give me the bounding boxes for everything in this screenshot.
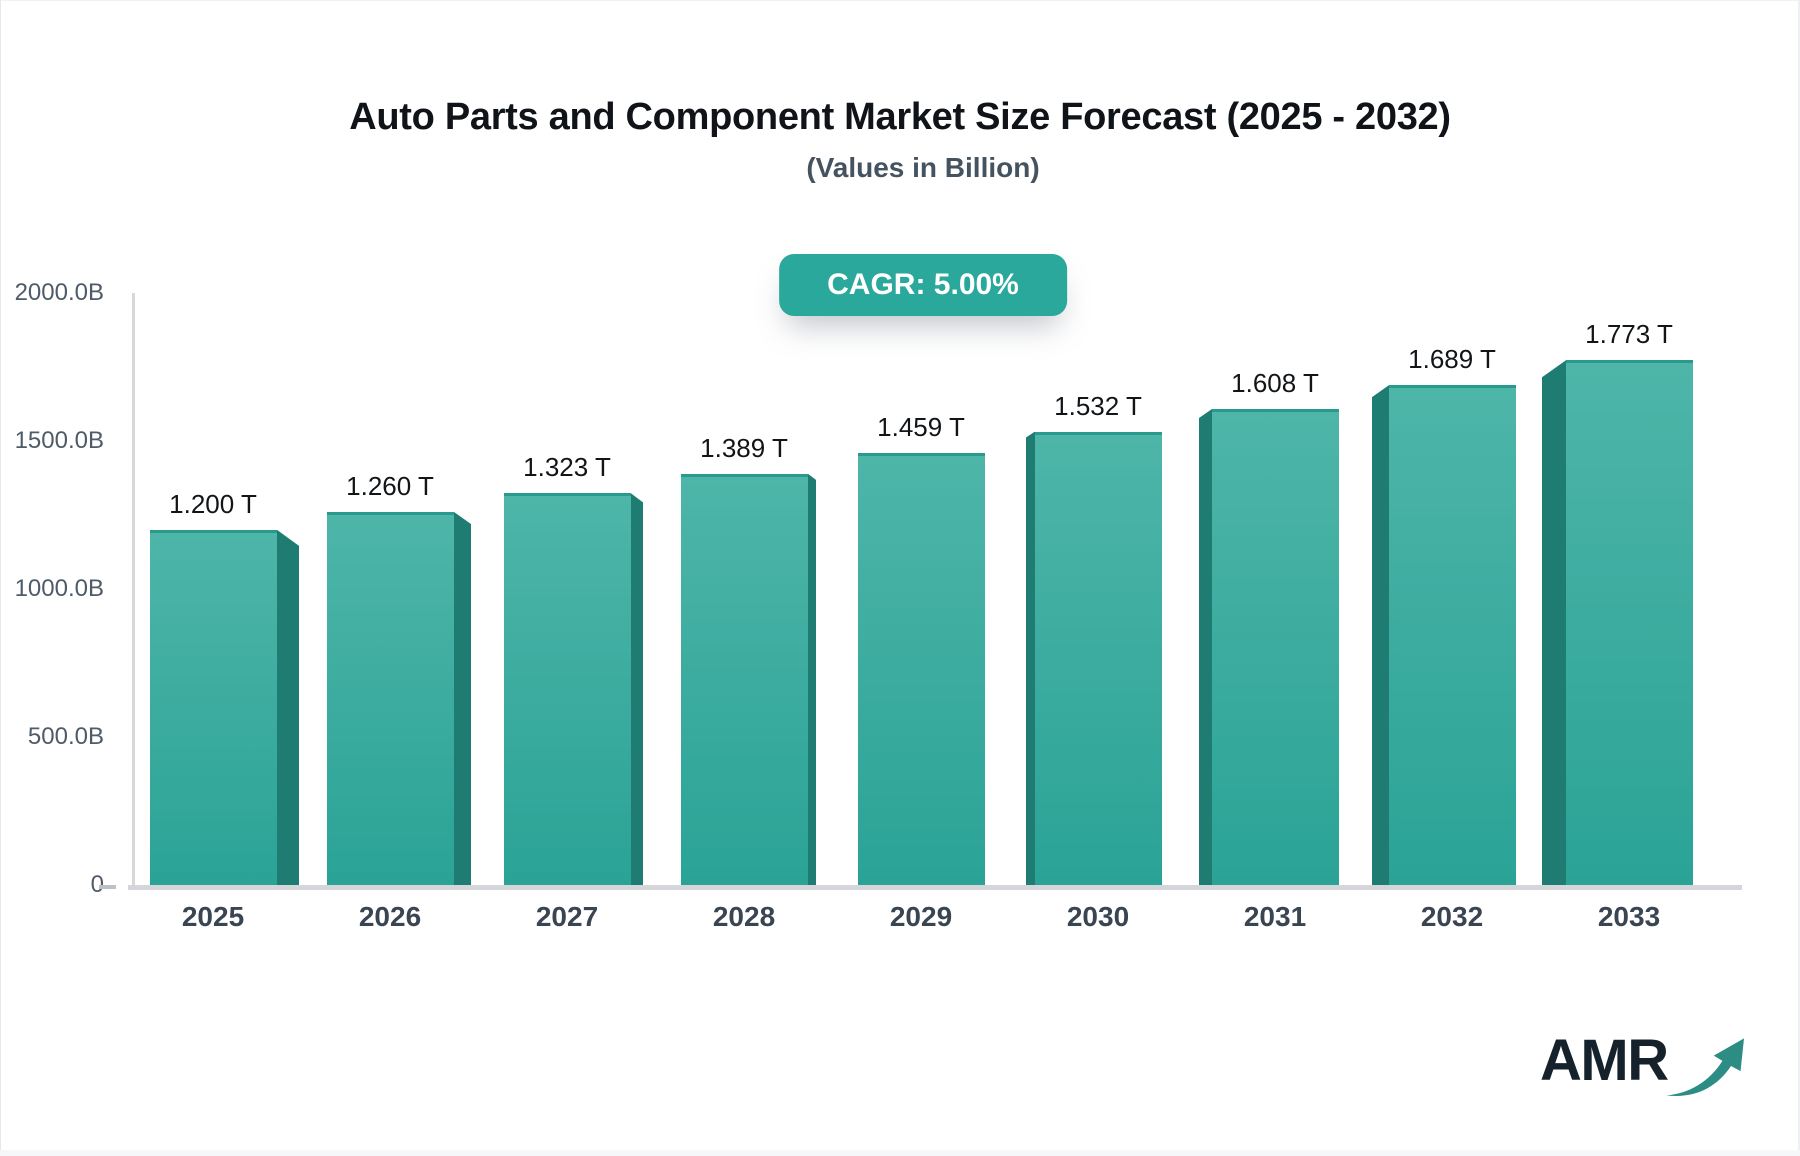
- bar-side-face: [1026, 431, 1035, 885]
- bar-slot: 1.532 T 2030: [1026, 293, 1212, 932]
- bar-value-label: 1.260 T: [346, 471, 434, 502]
- bar-value-label: 1.389 T: [700, 432, 788, 463]
- card-edge-bottom: [0, 1150, 1800, 1156]
- bar-value-label: 1.532 T: [1054, 390, 1142, 421]
- x-axis-label: 2025: [181, 901, 245, 932]
- bar-slot: 1.323 T 2027: [504, 293, 681, 932]
- bar-slot: 1.389 T 2028: [681, 293, 858, 932]
- bar-value-label: 1.773 T: [1585, 319, 1673, 350]
- y-axis-label: 0: [90, 871, 104, 898]
- x-axis-label: 2030: [1066, 901, 1130, 932]
- bar-slot: 1.689 T 2032: [1372, 293, 1566, 932]
- bar-side-face: [808, 473, 816, 885]
- bar-side-face: [1199, 409, 1212, 885]
- y-axis-line: [132, 293, 135, 885]
- bar: [1566, 360, 1693, 885]
- y-axis-label: 500.0B: [27, 723, 104, 750]
- x-axis-label: 2029: [889, 901, 953, 932]
- bar-slot: 1.608 T 2031: [1199, 293, 1389, 932]
- bar: [1212, 409, 1339, 885]
- logo-text: AMR: [1540, 1028, 1669, 1093]
- bar-group: 1.200 T 2025 1.260 T 2026 1.323 T 2027 1.389 T…: [150, 293, 1743, 932]
- y-axis-label: 2000.0B: [14, 279, 104, 306]
- x-axis-label: 2026: [358, 901, 422, 932]
- x-axis-baseline: [128, 885, 1742, 890]
- y-axis-label: 1500.0B: [14, 427, 104, 454]
- x-axis-label: 2028: [712, 901, 776, 932]
- bar-side-face: [1372, 385, 1389, 885]
- bar-slot: 1.260 T 2026: [327, 293, 504, 932]
- bar-value-label: 1.459 T: [877, 412, 965, 443]
- bar: [1035, 431, 1162, 885]
- x-axis-label: 2027: [535, 901, 599, 932]
- x-axis-label: 2033: [1597, 901, 1661, 932]
- bar: [504, 493, 631, 885]
- growth-arrow-icon: [1665, 1038, 1744, 1096]
- bar-side-face: [1542, 360, 1566, 885]
- card-edge-left: [0, 0, 1, 1156]
- card-edge-top: [0, 0, 1800, 1]
- brand-logo: AMR: [1540, 1032, 1750, 1104]
- bar-value-label: 1.323 T: [523, 452, 611, 483]
- bar-slot: 1.773 T 2033: [1542, 293, 1743, 932]
- bar-value-label: 1.200 T: [169, 488, 257, 519]
- y-axis-label: 1000.0B: [14, 575, 104, 602]
- bar: [858, 453, 985, 885]
- bar-side-face: [454, 512, 471, 885]
- bar: [150, 529, 277, 885]
- bar: [681, 473, 808, 885]
- bar-value-label: 1.608 T: [1231, 368, 1319, 399]
- bar-slot: 1.200 T 2025: [150, 293, 327, 932]
- bar-value-label: 1.689 T: [1408, 344, 1496, 375]
- x-axis-label: 2031: [1243, 901, 1307, 932]
- cagr-badge: CAGR: 5.00%: [779, 254, 1067, 316]
- zero-tick-dash: [99, 885, 116, 889]
- bar-side-face: [277, 529, 299, 885]
- bar: [327, 512, 454, 885]
- bar: [1389, 385, 1516, 885]
- x-axis-label: 2032: [1420, 901, 1484, 932]
- chart-title: Auto Parts and Component Market Size For…: [349, 96, 1451, 138]
- chart-subtitle: (Values in Billion): [806, 152, 1040, 183]
- bar-slot: 1.459 T 2029: [858, 293, 1035, 932]
- bar-side-face: [631, 493, 643, 885]
- card-edge-right: [1798, 0, 1800, 1156]
